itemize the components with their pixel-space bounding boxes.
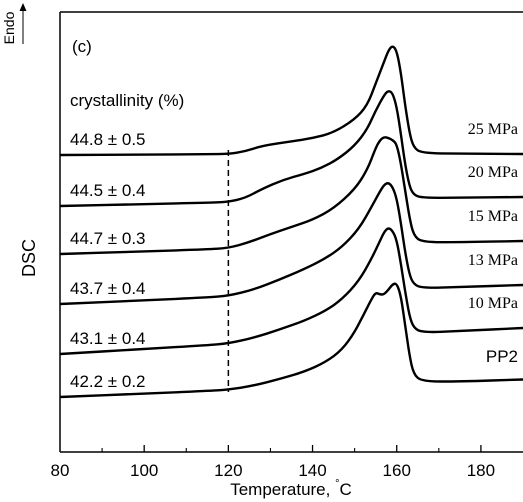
crystallinity-value: 43.7 ± 0.4 [70, 279, 146, 298]
panel-label: (c) [72, 37, 92, 56]
crystallinity-value: 42.2 ± 0.2 [70, 372, 146, 391]
series-label: 13 MPa [468, 252, 518, 269]
x-tick-label: 120 [214, 461, 242, 480]
crystallinity-value: 44.5 ± 0.4 [70, 181, 146, 200]
endo-label: Endo [1, 11, 17, 44]
series-label: PP2 [486, 347, 518, 366]
series-label: 10 MPa [468, 295, 518, 312]
dsc-curve-10-mpa [60, 227, 523, 356]
series-label: 15 MPa [468, 208, 518, 225]
annotations: (c) crystallinity (%) 25 MPa 44.8 ± 0.5 20 M… [70, 37, 518, 392]
x-tick-label: 160 [383, 461, 411, 480]
series-label: 20 MPa [468, 164, 518, 181]
dsc-curve-20-mpa [60, 90, 523, 208]
dsc-curve-pp2 [60, 282, 523, 399]
y-axis-label: DSC [19, 239, 39, 277]
series-label: 25 MPa [468, 121, 518, 138]
x-tick-label: 100 [130, 461, 158, 480]
x-axis-label-degree: ° [335, 478, 339, 490]
crystallinity-value: 44.7 ± 0.3 [70, 229, 146, 248]
x-tick-label: 140 [298, 461, 326, 480]
x-ticks: 80 100 120 140 160 180 [51, 445, 495, 480]
x-tick-label: 80 [51, 461, 70, 480]
endo-arrow-head [19, 3, 27, 11]
x-axis-label-unit: C [340, 480, 352, 499]
x-axis-label: Temperature, °C [230, 478, 352, 499]
crystallinity-header: crystallinity (%) [70, 91, 184, 110]
dsc-curves [60, 45, 523, 399]
dsc-curve-25-mpa [60, 45, 523, 157]
dsc-curve-15-mpa [60, 136, 523, 256]
x-tick-label: 180 [467, 461, 495, 480]
crystallinity-value: 43.1 ± 0.4 [70, 329, 146, 348]
dsc-curve-13-mpa [60, 182, 523, 306]
x-axis-label-text: Temperature, [230, 480, 335, 499]
crystallinity-value: 44.8 ± 0.5 [70, 130, 146, 149]
axes: Temperature, °C DSC Endo [1, 3, 523, 499]
